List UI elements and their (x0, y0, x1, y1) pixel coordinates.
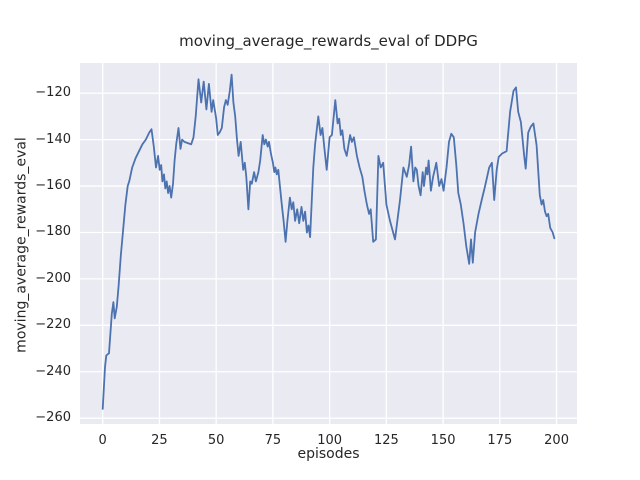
x-tick-label: 0 (98, 433, 107, 448)
x-tick-label: 50 (207, 433, 225, 448)
y-tick-label: −180 (35, 224, 71, 240)
plot-area (80, 63, 577, 424)
x-tick-label: 25 (151, 433, 168, 448)
data-line (101, 73, 556, 410)
x-tick-label: 200 (544, 433, 569, 448)
x-tick-label: 175 (487, 433, 513, 448)
x-tick-label: 100 (317, 433, 343, 448)
y-tick-label: −140 (35, 131, 71, 147)
y-tick-label: −120 (35, 85, 71, 101)
y-tick-label: −220 (35, 317, 71, 333)
x-axis-label: episodes (297, 446, 360, 462)
plot-svg (80, 63, 577, 424)
y-tick-label: −200 (35, 270, 71, 286)
y-tick-label: −240 (35, 363, 71, 379)
x-tick-label: 125 (373, 433, 399, 448)
y-tick-label: −160 (35, 178, 71, 194)
chart-title: moving_average_rewards_eval of DDPG (179, 32, 478, 50)
x-tick-label: 75 (264, 433, 282, 448)
x-tick-label: 150 (430, 433, 456, 448)
y-tick-label: −260 (35, 410, 71, 426)
